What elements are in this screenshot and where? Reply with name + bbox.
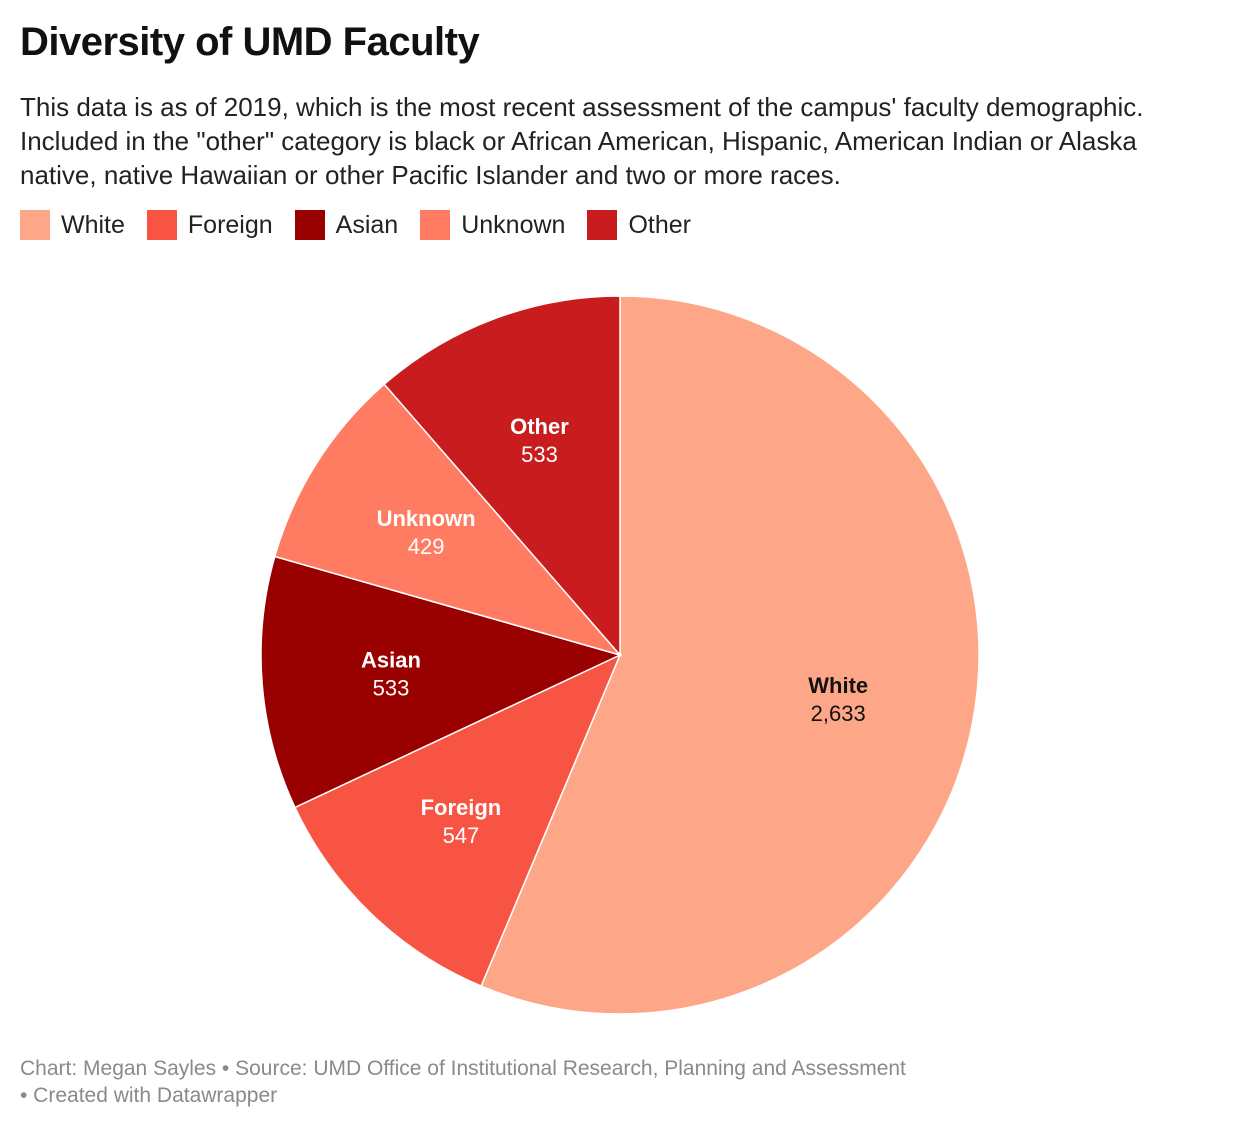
- legend-swatch-white: [20, 210, 50, 240]
- slice-value-other: 533: [521, 442, 558, 467]
- slice-value-white: 2,633: [811, 701, 866, 726]
- slice-value-foreign: 547: [443, 823, 480, 848]
- legend-label-other: Other: [628, 210, 691, 239]
- legend-swatch-other: [587, 210, 618, 240]
- legend-item-white: White: [20, 210, 125, 240]
- chart-title: Diversity of UMD Faculty: [20, 20, 480, 64]
- slice-label-asian: Asian 533: [361, 647, 421, 700]
- pie-slice-white: [480, 295, 980, 1015]
- slice-value-asian: 533: [373, 675, 410, 700]
- pie-slice-asian: [260, 555, 623, 809]
- pie-slice-other: [383, 295, 621, 658]
- slice-name-white: White: [808, 673, 868, 698]
- slice-name-asian: Asian: [361, 647, 421, 672]
- legend-item-foreign: Foreign: [146, 210, 273, 240]
- chart-subtitle: This data is as of 2019, which is the mo…: [20, 92, 1144, 190]
- slice-label-other: Other 533: [510, 414, 569, 467]
- legend-swatch-foreign: [146, 210, 177, 240]
- legend-item-unknown: Unknown: [420, 210, 565, 240]
- slice-name-foreign: Foreign: [421, 795, 502, 820]
- slice-name-other: Other: [510, 414, 569, 439]
- slice-name-unknown: Unknown: [377, 506, 476, 531]
- legend-swatch-unknown: [420, 210, 451, 240]
- footer-datawrapper: • Created with Datawrapper: [20, 1084, 278, 1107]
- slice-label-foreign: Foreign 547: [421, 795, 502, 848]
- slice-label-white: White 2,633: [808, 673, 868, 726]
- legend-item-other: Other: [587, 210, 691, 240]
- legend-swatch-asian: [294, 210, 325, 240]
- legend-label-unknown: Unknown: [461, 210, 566, 239]
- legend-label-asian: Asian: [335, 210, 399, 239]
- pie-slice-foreign: [293, 653, 622, 988]
- slice-value-unknown: 429: [408, 534, 445, 559]
- chart-footer: Chart: Megan Sayles • Source: UMD Office…: [20, 1055, 1120, 1109]
- pie-slice-unknown: [273, 383, 623, 657]
- legend: White Foreign Asian Unknown Other: [20, 210, 691, 240]
- legend-item-asian: Asian: [294, 210, 399, 240]
- slice-label-unknown: Unknown 429: [377, 506, 476, 559]
- legend-label-white: White: [61, 210, 125, 239]
- legend-label-foreign: Foreign: [187, 210, 273, 239]
- footer-credits: Chart: Megan Sayles • Source: UMD Office…: [20, 1057, 906, 1080]
